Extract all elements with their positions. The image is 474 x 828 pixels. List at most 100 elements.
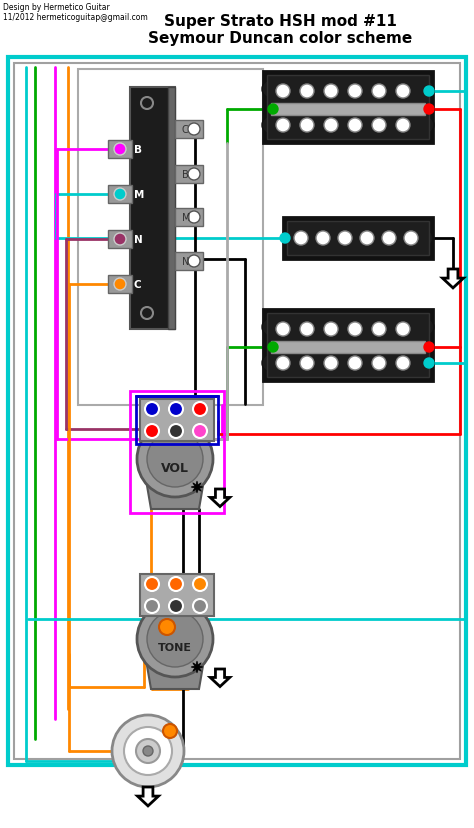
Circle shape [193, 402, 207, 416]
Circle shape [348, 119, 362, 132]
Bar [175, 253, 203, 271]
Text: N: N [182, 257, 190, 267]
Circle shape [424, 343, 434, 353]
Circle shape [324, 357, 338, 371]
Circle shape [424, 105, 434, 115]
Circle shape [300, 119, 314, 132]
Circle shape [262, 354, 280, 373]
Bar [78, 70, 263, 406]
Circle shape [262, 81, 280, 99]
Circle shape [316, 232, 330, 246]
Circle shape [324, 323, 338, 337]
Bar [287, 222, 429, 256]
Text: N: N [134, 234, 143, 245]
Circle shape [268, 105, 278, 115]
Circle shape [136, 739, 160, 763]
Circle shape [372, 119, 386, 132]
Circle shape [169, 577, 183, 591]
Circle shape [145, 599, 159, 614]
Circle shape [424, 359, 434, 368]
Circle shape [112, 715, 184, 787]
Circle shape [283, 231, 299, 247]
Circle shape [141, 98, 153, 110]
Polygon shape [443, 270, 464, 288]
Circle shape [372, 357, 386, 371]
Text: C: C [182, 125, 189, 135]
Circle shape [114, 144, 126, 156]
Circle shape [262, 117, 280, 135]
Circle shape [396, 85, 410, 99]
Bar [263, 72, 433, 144]
Bar [140, 400, 214, 441]
Circle shape [188, 212, 200, 224]
Polygon shape [191, 662, 203, 673]
Polygon shape [137, 787, 158, 806]
Text: B: B [134, 145, 142, 155]
Circle shape [145, 425, 159, 439]
Circle shape [276, 357, 290, 371]
Circle shape [141, 308, 153, 320]
Circle shape [348, 357, 362, 371]
Bar [75, 68, 263, 407]
Circle shape [416, 354, 434, 373]
Circle shape [276, 119, 290, 132]
Circle shape [416, 319, 434, 337]
Circle shape [193, 599, 207, 614]
Bar [108, 231, 132, 248]
Circle shape [169, 402, 183, 416]
Circle shape [396, 119, 410, 132]
Circle shape [114, 279, 126, 291]
Circle shape [188, 256, 200, 267]
Text: Design by Hermetico Guitar
11/2012 hermeticoguitар@gmail.com: Design by Hermetico Guitar 11/2012 herme… [3, 3, 148, 22]
Text: M: M [182, 213, 191, 223]
Circle shape [143, 746, 153, 756]
Bar [227, 72, 229, 104]
Circle shape [300, 357, 314, 371]
Circle shape [268, 343, 278, 353]
Circle shape [417, 231, 433, 247]
Text: VOL: VOL [161, 461, 189, 474]
Bar [108, 276, 132, 294]
Circle shape [276, 323, 290, 337]
Bar [175, 209, 203, 227]
Text: M: M [134, 190, 145, 200]
Circle shape [163, 724, 177, 738]
Polygon shape [145, 654, 205, 689]
Bar [283, 218, 433, 260]
Circle shape [188, 124, 200, 136]
Circle shape [416, 81, 434, 99]
Circle shape [124, 727, 172, 775]
Bar [175, 166, 203, 184]
Bar [14, 64, 460, 759]
Circle shape [396, 323, 410, 337]
Bar [108, 141, 132, 159]
Circle shape [372, 323, 386, 337]
Text: TONE: TONE [158, 643, 192, 652]
Circle shape [193, 577, 207, 591]
Bar [175, 121, 203, 139]
Bar [227, 339, 265, 342]
Bar [108, 185, 132, 204]
Circle shape [280, 233, 290, 243]
Circle shape [193, 425, 207, 439]
Circle shape [382, 232, 396, 246]
Circle shape [300, 323, 314, 337]
Circle shape [276, 85, 290, 99]
Polygon shape [210, 669, 230, 686]
Circle shape [338, 232, 352, 246]
Circle shape [145, 402, 159, 416]
Circle shape [262, 319, 280, 337]
Bar [8, 58, 466, 765]
Circle shape [396, 357, 410, 371]
Circle shape [348, 85, 362, 99]
Circle shape [372, 85, 386, 99]
Polygon shape [145, 474, 205, 509]
Circle shape [147, 431, 203, 488]
Polygon shape [210, 489, 230, 507]
Bar [271, 342, 425, 354]
Bar [130, 88, 175, 330]
Bar [136, 397, 218, 445]
Circle shape [416, 117, 434, 135]
Circle shape [147, 611, 203, 667]
Bar [227, 339, 229, 379]
